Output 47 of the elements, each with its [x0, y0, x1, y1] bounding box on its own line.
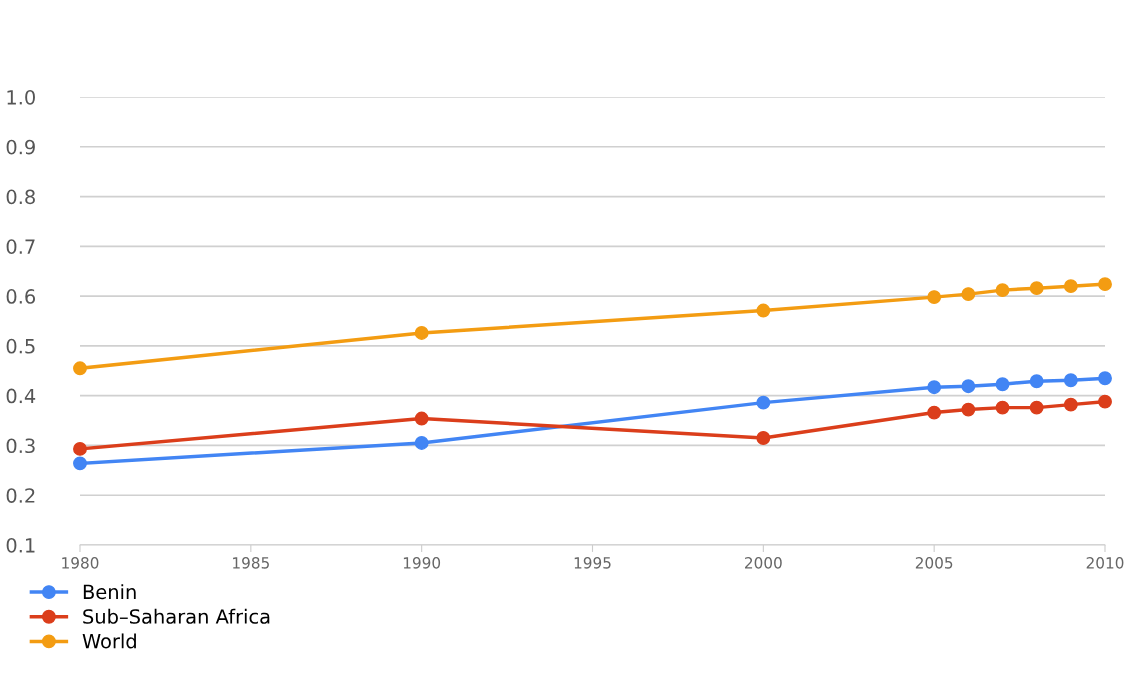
point — [961, 379, 976, 394]
y-tick-label: 0.4 — [6, 388, 36, 404]
y-tick-label: 0.6 — [6, 289, 36, 304]
point — [73, 361, 87, 376]
x-tick-label: 1985 — [233, 557, 269, 569]
point — [927, 380, 942, 395]
x-tick-label: 1980 — [62, 557, 99, 569]
point — [1063, 279, 1078, 294]
point — [414, 436, 429, 450]
x-tick-label: 1990 — [403, 557, 441, 569]
point — [73, 441, 87, 456]
point — [995, 377, 1010, 392]
point — [1029, 400, 1044, 415]
x-tick-label: 2005 — [915, 557, 953, 569]
point — [1098, 394, 1112, 409]
y-tick-label: 0.8 — [6, 189, 35, 205]
y-tick-label: 0.3 — [6, 438, 35, 454]
y-tick-label: 0.5 — [6, 338, 35, 354]
point — [927, 290, 942, 305]
point — [756, 303, 771, 318]
y-tick-label: 0.2 — [6, 488, 35, 503]
point — [1063, 397, 1078, 412]
point — [927, 405, 942, 420]
y-tick-label: 0.9 — [6, 139, 35, 155]
y-tick-label: 0.7 — [6, 239, 35, 254]
point — [961, 287, 976, 302]
point — [756, 395, 771, 410]
point — [1098, 371, 1112, 386]
legend-label: World — [82, 633, 136, 649]
y-tick-label: 1.0 — [7, 89, 35, 105]
legend-label: Sub–Saharan Africa — [83, 608, 270, 624]
point — [995, 283, 1010, 298]
point — [414, 411, 429, 426]
x-tick-label: 2000 — [745, 557, 782, 569]
point — [995, 400, 1010, 415]
y-tick-label: 0.1 — [6, 537, 35, 553]
point — [414, 326, 429, 340]
point — [1029, 281, 1044, 296]
x-tick-label: 2010 — [1086, 557, 1124, 569]
point — [756, 431, 771, 445]
point — [1029, 374, 1044, 389]
point — [1098, 277, 1112, 292]
legend-label: Benin — [83, 584, 136, 600]
point — [73, 456, 87, 471]
point — [1063, 373, 1078, 388]
x-tick-label: 1995 — [574, 557, 611, 569]
point — [961, 402, 976, 417]
